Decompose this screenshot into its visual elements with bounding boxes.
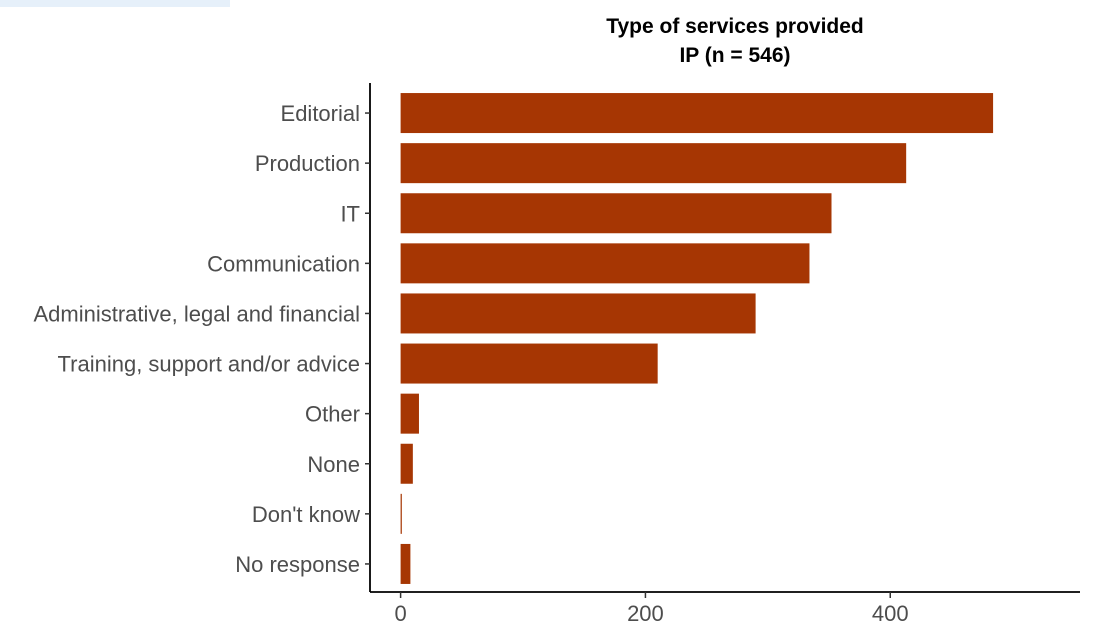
y-tick-label-8: Don't know: [252, 502, 360, 527]
bar-0: [401, 93, 993, 133]
bar-7: [401, 444, 413, 484]
y-axis: Editorial Production IT Communication Admini…: [33, 83, 370, 592]
bar-6: [401, 394, 419, 434]
bar-3: [401, 243, 810, 283]
y-tick-label-2: IT: [340, 201, 360, 226]
y-tick-label-7: None: [307, 452, 360, 477]
y-tick-label-4: Administrative, legal and financial: [33, 301, 360, 326]
bars-group: [401, 93, 993, 584]
bar-5: [401, 344, 658, 384]
x-axis: 0 200 400: [370, 592, 1080, 625]
y-tick-label-6: Other: [305, 402, 360, 427]
bar-8: [401, 494, 402, 534]
bar-1: [401, 143, 907, 183]
bar-9: [401, 544, 411, 584]
bar-4: [401, 293, 756, 333]
x-tick-label-1: 200: [627, 601, 664, 625]
y-tick-label-9: No response: [235, 552, 360, 577]
y-tick-label-0: Editorial: [281, 101, 360, 126]
bar-2: [401, 193, 832, 233]
y-tick-label-5: Training, support and/or advice: [58, 352, 360, 377]
x-tick-label-2: 400: [872, 601, 909, 625]
x-tick-label-0: 0: [394, 601, 406, 625]
y-tick-label-1: Production: [255, 151, 360, 176]
y-tick-label-3: Communication: [207, 251, 360, 276]
